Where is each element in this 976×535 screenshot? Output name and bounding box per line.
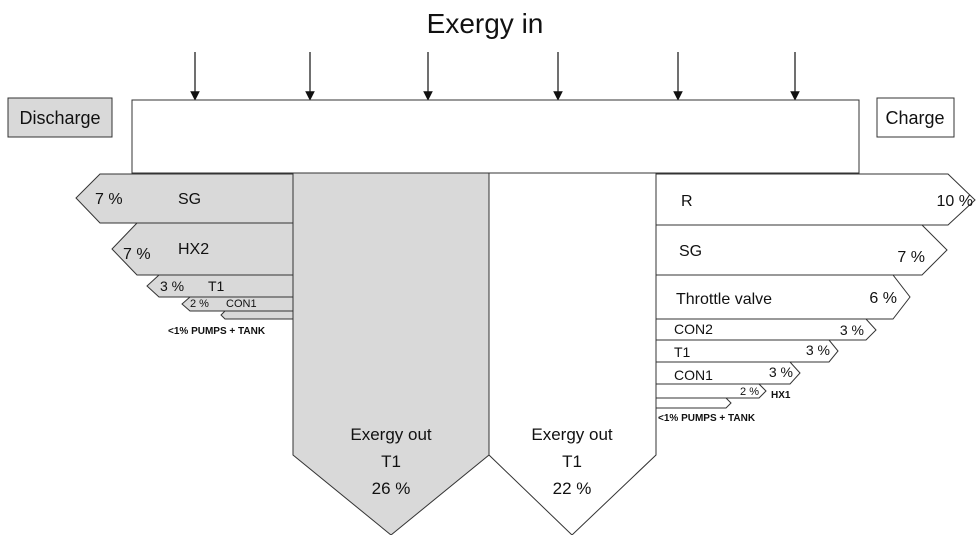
charge-loss-pumps-label: <1% PUMPS + TANK	[658, 413, 756, 424]
discharge-loss-hx2-percent: 7 %	[123, 246, 151, 263]
discharge-label: Discharge	[19, 108, 100, 128]
charge-loss-hx1-label: HX1	[771, 390, 791, 401]
input-arrows	[190, 52, 800, 101]
charge-loss-sg-percent: 7 %	[897, 249, 925, 266]
discharge-loss-t1-percent: 3 %	[160, 278, 184, 294]
charge-loss-con2-arrow	[655, 318, 877, 341]
charge-loss-r-percent: 10 %	[937, 193, 973, 210]
charge-loss-t1-arrow	[655, 339, 839, 363]
charge-loss-con1-percent: 3 %	[769, 364, 793, 380]
discharge-losses: 7 % SG 7 % HX2 3 % T1 2 % CON1 <1% PUMPS…	[75, 173, 294, 337]
charge-label-box	[876, 97, 955, 138]
charge-loss-hx1-percent: 2 %	[740, 386, 759, 398]
charge-loss-pumps-arrow	[655, 397, 732, 409]
discharge-output-label: Exergy out	[350, 425, 432, 444]
charge-output-label: Exergy out	[531, 425, 613, 444]
charge-loss-con1-label: CON1	[674, 367, 713, 383]
charge-loss-sg-label: SG	[679, 243, 702, 260]
charge-loss-t1-label: T1	[674, 344, 691, 360]
diagram-title: Exergy in	[427, 8, 544, 39]
discharge-loss-sg-percent: 7 %	[95, 191, 123, 208]
charge-loss-r-label: R	[681, 193, 693, 210]
discharge-loss-con1-label: CON1	[226, 298, 257, 310]
discharge-loss-pumps-arrow	[220, 310, 294, 320]
charge-output-t1: T1	[562, 452, 582, 471]
discharge-label-box	[7, 97, 113, 138]
discharge-loss-sg-label: SG	[178, 191, 201, 208]
discharge-loss-con1-percent: 2 %	[190, 298, 209, 310]
charge-loss-con1-arrow	[655, 361, 801, 385]
charge-loss-throttle-arrow	[655, 274, 911, 320]
discharge-output-arrow	[292, 172, 490, 535]
discharge-output-t1: T1	[381, 452, 401, 471]
discharge-output-percent: 26 %	[372, 479, 411, 498]
charge-label: Charge	[885, 108, 944, 128]
charge-losses: R 10 % SG 7 % Throttle valve 6 % CON2 3 …	[655, 173, 976, 424]
discharge-loss-hx2-label: HX2	[178, 241, 209, 258]
charge-loss-con2-label: CON2	[674, 321, 713, 337]
charge-loss-hx1-arrow	[655, 383, 767, 399]
discharge-loss-t1-label: T1	[208, 278, 225, 294]
exergy-input-box	[131, 99, 860, 174]
charge-loss-con2-percent: 3 %	[840, 322, 864, 338]
charge-loss-t1-percent: 3 %	[806, 342, 830, 358]
charge-loss-sg-arrow	[655, 224, 948, 276]
charge-output-arrow	[488, 172, 657, 535]
discharge-loss-pumps-label: <1% PUMPS + TANK	[168, 326, 266, 337]
charge-output-percent: 22 %	[553, 479, 592, 498]
charge-loss-throttle-label: Throttle valve	[676, 291, 772, 308]
charge-loss-throttle-percent: 6 %	[869, 290, 897, 307]
charge-loss-r-arrow	[655, 173, 976, 226]
